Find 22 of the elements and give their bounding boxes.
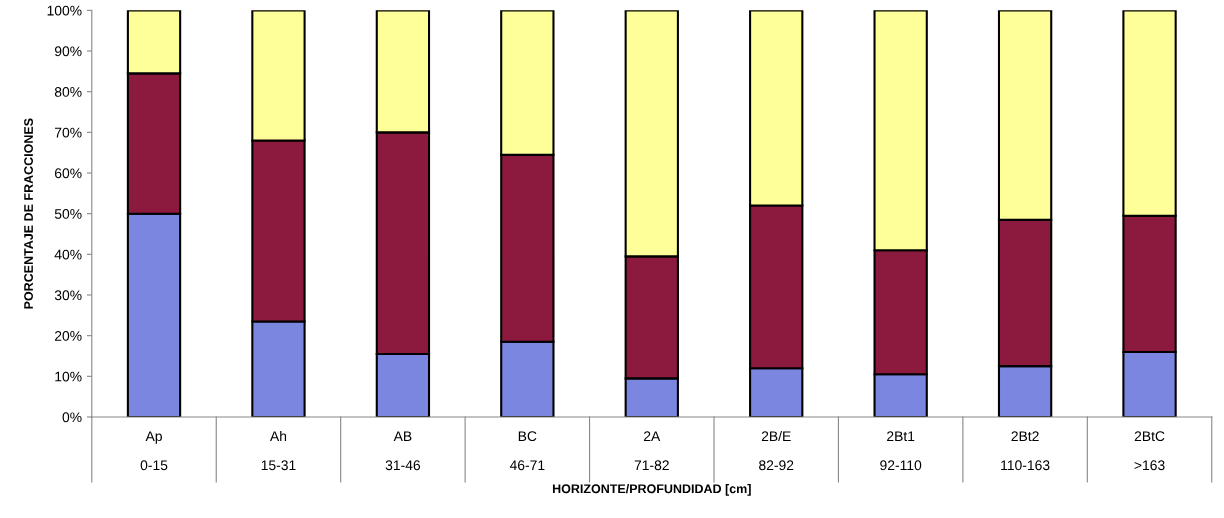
category-label: AB 31-46 <box>385 431 421 471</box>
category-label: 2BtC >163 <box>1134 431 1165 471</box>
y-tick-label: 80% <box>54 87 82 97</box>
x-tick-label: Ap 0-15 <box>140 431 168 471</box>
y-axis-title: PORCENTAJE DE FRACCIONES <box>24 118 33 309</box>
category-label: 2Bt1 92-110 <box>880 431 922 471</box>
x-axis-title: HORIZONTE/PROFUNDIDAD [cm] <box>552 483 751 496</box>
y-tick-label: 40% <box>54 249 82 260</box>
y-tick-label: 70% <box>54 127 82 138</box>
category-label: 2Bt2 110-163 <box>1001 431 1050 471</box>
category-label: 2B/E 82-92 <box>759 430 794 471</box>
y-tick-label: 30% <box>54 290 82 301</box>
y-tick-label: 100% <box>47 5 82 16</box>
y-tick-label: 0% <box>62 412 82 423</box>
y-tick-label: 20% <box>54 331 82 341</box>
category-label: BC 46-71 <box>509 431 545 471</box>
y-tick-label: 10% <box>55 371 82 382</box>
y-tick-label: 90% <box>54 46 82 57</box>
category-label: 2A 71-82 <box>634 431 669 471</box>
y-tick-label: 50% <box>54 209 82 219</box>
category-label: Ah 15-31 <box>261 430 296 471</box>
y-tick-label: 60% <box>54 168 82 179</box>
